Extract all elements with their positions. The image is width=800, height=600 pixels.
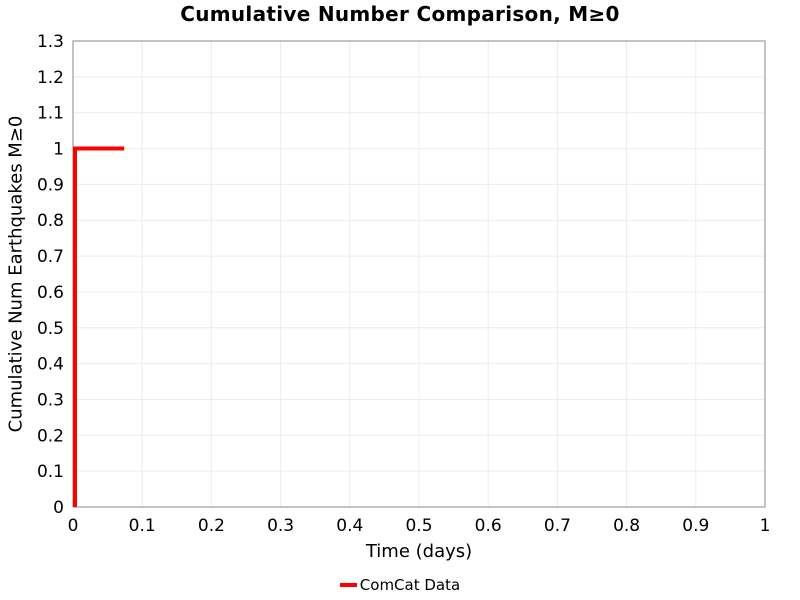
y-tick-label: 0.3 [37, 390, 64, 410]
y-tick-label: 1 [53, 140, 64, 160]
x-tick-label: 0.4 [336, 516, 363, 536]
y-tick-label: 0.1 [37, 462, 64, 482]
chart-title: Cumulative Number Comparison, M≥0 [180, 2, 620, 26]
y-tick-label: 0.8 [37, 211, 64, 231]
y-tick-label: 0.7 [37, 247, 64, 267]
x-tick-label: 0.2 [198, 516, 225, 536]
y-tick-label: 1.3 [37, 32, 64, 52]
legend: ComCat Data [0, 576, 800, 594]
y-tick-label: 0 [53, 498, 64, 518]
y-axis-label: Cumulative Num Earthquakes M≥0 [5, 115, 27, 433]
y-tick-label: 0.2 [37, 426, 64, 446]
x-tick-label: 0.7 [544, 516, 571, 536]
y-tick-label: 0.4 [37, 355, 64, 375]
x-axis-label: Time (days) [365, 541, 473, 562]
x-tick-label: 0.1 [129, 516, 156, 536]
y-tick-label: 1.2 [37, 68, 64, 88]
x-tick-label: 0.9 [682, 516, 709, 536]
series-line-comcat-data [73, 146, 125, 507]
y-tick-label: 1.1 [37, 104, 64, 124]
y-tick-label: 0.6 [37, 283, 64, 303]
legend-line-icon [339, 583, 357, 587]
x-tick-label: 0 [68, 516, 79, 536]
legend-label: ComCat Data [359, 576, 461, 594]
x-tick-label: 0.6 [475, 516, 502, 536]
y-tick-label: 0.5 [37, 319, 64, 339]
x-tick-label: 1 [760, 516, 771, 536]
y-tick-label: 0.9 [37, 175, 64, 195]
x-tick-label: 0.5 [405, 516, 432, 536]
x-tick-label: 0.8 [613, 516, 640, 536]
x-tick-label: 0.3 [267, 516, 294, 536]
